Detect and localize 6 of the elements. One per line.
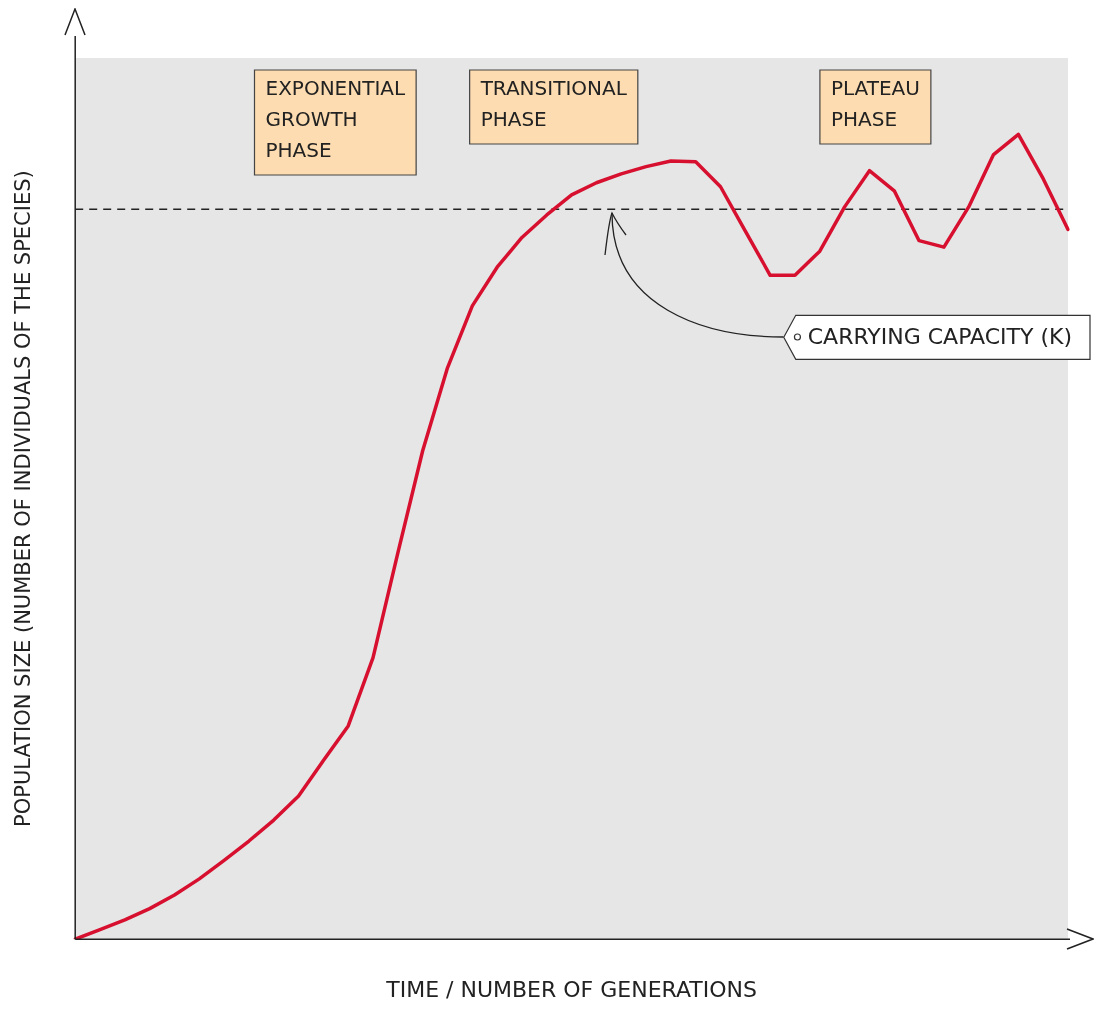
x-axis-title: TIME / NUMBER OF GENERATIONS <box>385 976 757 1002</box>
annotation: EXPONENTIAL GROWTH PHASE <box>265 76 406 163</box>
text: TRANSITIONAL PHASE <box>479 76 628 132</box>
text: PLATEAU PHASE <box>830 76 920 132</box>
y-axis-title: POPULATION SIZE (NUMBER OF INDIVIDUALS OF THE SPECIES) <box>11 170 36 827</box>
ref-line-label: CARRYING CAPACITY (K) <box>807 324 1072 350</box>
